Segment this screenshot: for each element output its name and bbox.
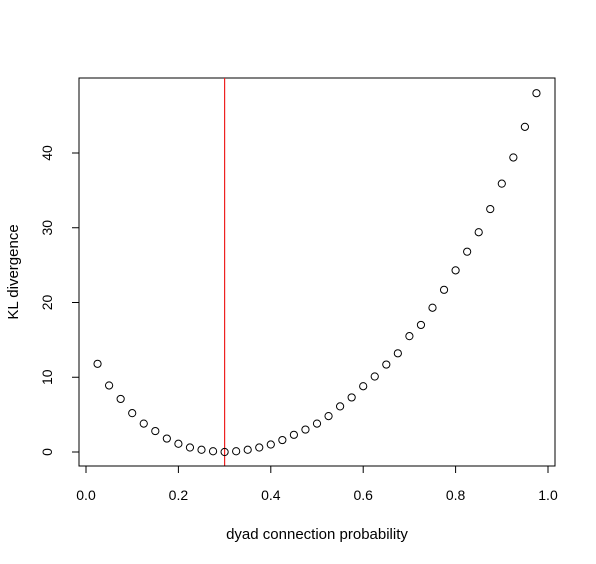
data-point <box>232 447 241 456</box>
data-point <box>174 439 183 448</box>
data-point <box>197 445 206 454</box>
data-point <box>301 425 310 434</box>
x-axis-label: dyad connection probability <box>226 526 408 543</box>
data-point <box>243 445 252 454</box>
data-point <box>208 447 218 456</box>
x-tick-label: 0.0 <box>76 487 96 503</box>
data-point <box>497 179 506 188</box>
data-point <box>532 89 541 98</box>
data-point <box>162 434 171 443</box>
plot-frame <box>78 77 556 467</box>
data-point <box>278 435 287 445</box>
data-point <box>347 393 356 402</box>
data-point <box>105 381 114 390</box>
y-tick-label: 0 <box>39 448 55 456</box>
y-axis: 0 10 20 30 40 <box>39 145 80 456</box>
data-point <box>220 447 229 457</box>
data-point <box>185 443 195 452</box>
data-point <box>509 153 518 162</box>
data-point <box>336 402 345 411</box>
x-tick-label: 0.6 <box>353 487 373 503</box>
data-point <box>439 285 449 294</box>
data-point <box>474 228 483 237</box>
x-axis: 0.0 0.2 0.4 0.6 0.8 1.0 <box>76 465 558 503</box>
data-point <box>93 359 102 368</box>
x-tick-label: 0.4 <box>261 487 281 503</box>
data-point <box>428 303 437 312</box>
y-axis-label: KL divergence <box>5 224 22 319</box>
data-point <box>359 382 368 391</box>
data-point <box>393 349 402 358</box>
data-point <box>128 409 137 418</box>
data-point <box>289 430 298 439</box>
x-tick-label: 1.0 <box>538 487 558 503</box>
y-tick-label: 20 <box>39 295 55 311</box>
y-tick-label: 10 <box>39 369 55 385</box>
data-point <box>463 247 472 256</box>
data-points <box>93 89 541 457</box>
data-point <box>324 412 333 421</box>
data-point <box>416 320 426 330</box>
data-point <box>312 419 322 428</box>
data-point <box>151 426 160 436</box>
data-point <box>451 266 460 275</box>
plot-area <box>78 77 556 467</box>
x-tick-label: 0.8 <box>446 487 466 503</box>
data-point <box>139 419 148 428</box>
data-point <box>486 204 495 214</box>
data-point <box>116 394 125 404</box>
data-point <box>382 360 391 369</box>
data-point <box>370 372 379 381</box>
data-point <box>520 122 530 131</box>
y-tick-label: 30 <box>39 220 55 236</box>
x-tick-label: 0.2 <box>169 487 189 503</box>
y-tick-label: 40 <box>39 145 55 161</box>
data-point <box>266 440 275 449</box>
data-point <box>255 443 264 452</box>
data-point <box>405 332 414 341</box>
